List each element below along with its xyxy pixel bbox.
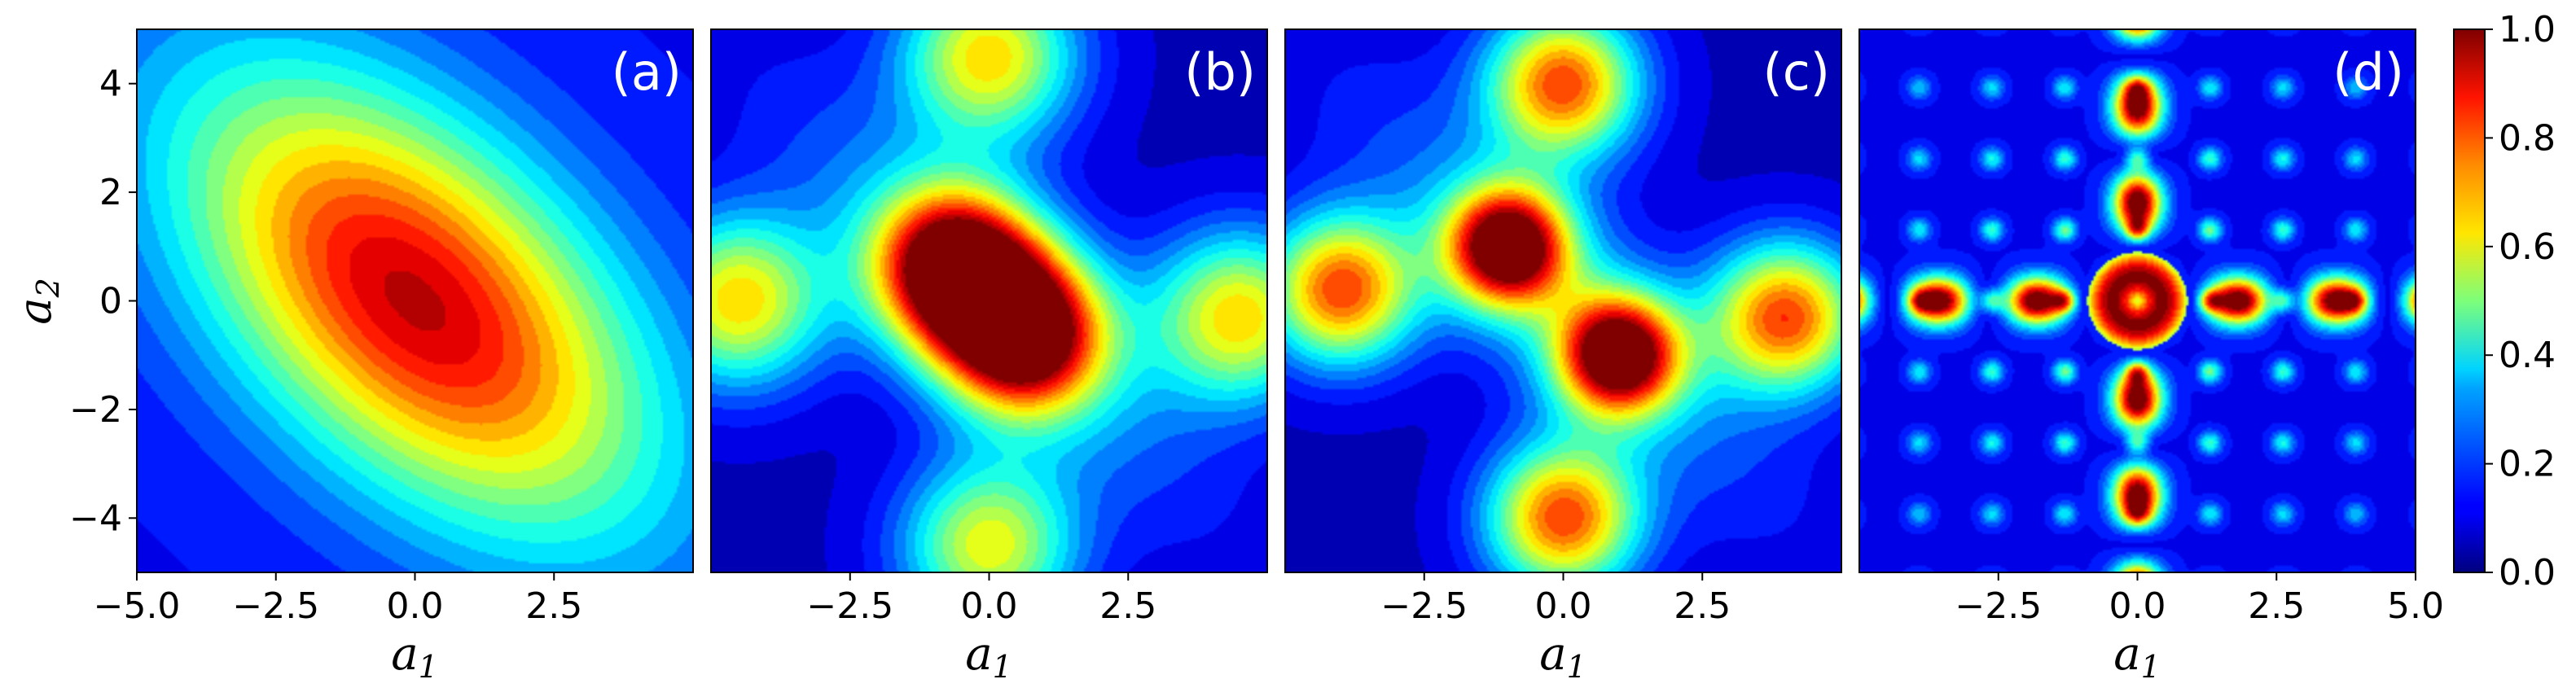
x-axis-label-a-main: a: [391, 628, 418, 681]
panel-c: (c) −2.5 0.0 2.5 a1: [1284, 28, 1842, 685]
x-tick-label: −2.5: [806, 585, 893, 627]
x-axis-label-b-sub: 1: [993, 649, 1012, 685]
colorbar-tick-label: 0.2: [2499, 444, 2556, 485]
x-tick-label: 2.5: [1674, 585, 1731, 627]
x-tick-label: −2.5: [232, 585, 319, 627]
panel-label-a: (a): [612, 42, 682, 102]
colorbar-tick-label: 0.0: [2499, 552, 2556, 594]
x-axis-label-d-main: a: [2113, 628, 2140, 681]
colorbar: 0.0 0.2 0.4 0.6 0.8 1.0: [2453, 9, 2556, 594]
panel-d: (d) −2.5 0.0 2.5 5.0 a1: [1858, 28, 2444, 685]
panel-a: (a) −5.0 −2.5 0.0 2.5 420−2−4 a1 a2: [9, 28, 694, 685]
colorbar-tick-label: 1.0: [2499, 9, 2556, 50]
x-ticks-a: −5.0 −2.5 0.0 2.5: [94, 572, 582, 627]
x-tick-label: 0.0: [2109, 585, 2166, 627]
x-tick-label: 0.0: [961, 585, 1018, 627]
colorbar-tick-label: 0.8: [2499, 117, 2556, 159]
x-axis-label-c-sub: 1: [1567, 649, 1586, 685]
x-axis-label-c: a1: [1539, 628, 1586, 685]
panel-label-d: (d): [2332, 42, 2404, 102]
x-ticks-c: −2.5 0.0 2.5: [1380, 572, 1731, 627]
x-axis-label-c-main: a: [1539, 628, 1566, 681]
x-ticks-b: −2.5 0.0 2.5: [806, 572, 1156, 627]
y-tick-label: 2: [99, 172, 122, 213]
heatmap-image-c: [1285, 29, 1841, 572]
x-tick-label: 0.0: [1535, 585, 1592, 627]
x-axis-label-b: a1: [965, 628, 1012, 685]
x-axis-label-d: a1: [2113, 628, 2161, 685]
x-tick-label: −2.5: [1380, 585, 1468, 627]
y-axis-label-main: a: [9, 297, 62, 324]
y-ticks-a: 4 2 0 −2 −4: [69, 64, 137, 539]
x-tick-label: 2.5: [2248, 585, 2305, 627]
colorbar-ticks: 0.0 0.2 0.4 0.6 0.8 1.0: [2485, 9, 2556, 594]
colorbar-tick-label: 0.4: [2499, 335, 2556, 376]
y-tick-label: 4: [99, 64, 122, 105]
x-axis-label-b-main: a: [965, 628, 992, 681]
heatmap-image-a: [137, 29, 693, 572]
x-tick-label: −2.5: [1955, 585, 2042, 627]
heatmap-image-b: [711, 29, 1267, 572]
y-tick-label: 0: [99, 281, 122, 322]
x-axis-label-a-sub: 1: [419, 649, 438, 685]
panel-label-b: (b): [1184, 42, 1256, 102]
x-tick-label: 2.5: [525, 585, 582, 627]
x-tick-label: 5.0: [2387, 585, 2444, 627]
x-axis-label-a: a1: [391, 628, 438, 685]
x-tick-label: 0.0: [387, 585, 444, 627]
x-axis-label-d-sub: 1: [2141, 649, 2161, 685]
x-ticks-d: −2.5 0.0 2.5 5.0: [1955, 572, 2444, 627]
colorbar-tick-label: 0.6: [2499, 226, 2556, 268]
x-tick-label: 2.5: [1099, 585, 1156, 627]
y-axis-label: a2: [9, 278, 66, 325]
colorbar-bar: [2453, 28, 2486, 573]
y-axis-label-sub: 2: [30, 278, 66, 298]
panel-b: (b) −2.5 0.0 2.5 a1: [710, 28, 1268, 685]
y-tick-label: −4: [69, 497, 122, 539]
heatmap-image-d: [1859, 29, 2416, 572]
y-tick-label: −2: [69, 389, 122, 431]
x-tick-label: −5.0: [94, 585, 181, 627]
panel-label-c: (c): [1763, 42, 1830, 102]
